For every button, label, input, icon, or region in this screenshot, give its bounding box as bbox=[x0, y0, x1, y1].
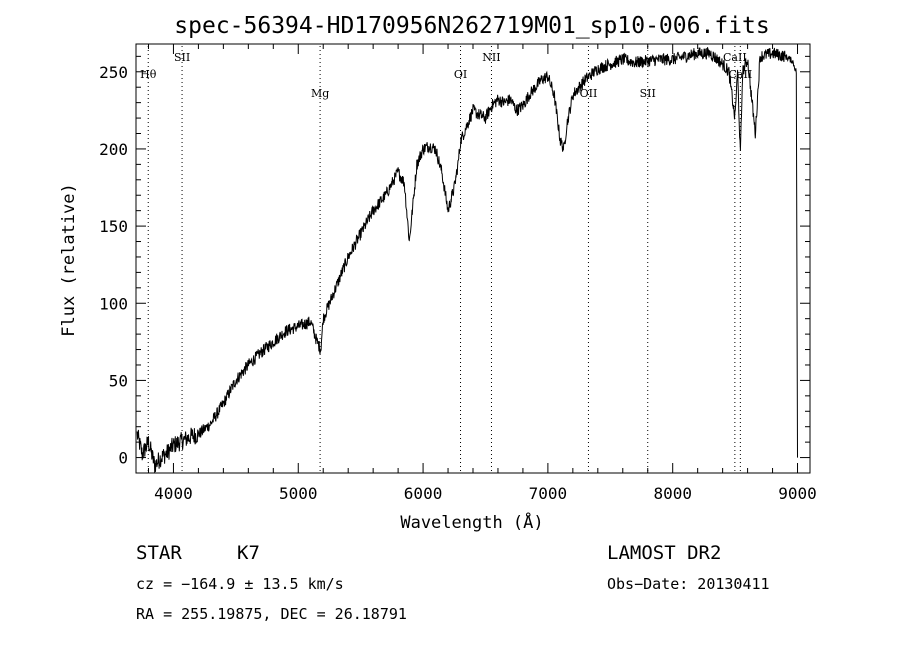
spectral-line-label: Mg bbox=[311, 87, 329, 100]
x-tick-label: 9000 bbox=[778, 484, 817, 503]
plot-frame bbox=[135, 43, 811, 474]
spectrum-line bbox=[136, 47, 798, 473]
observation-date: Obs−Date: 20130411 bbox=[607, 575, 770, 593]
spectral-line-label: OI bbox=[454, 68, 467, 81]
spectral-line-label: CaII bbox=[723, 51, 747, 64]
x-tick-label: 8000 bbox=[653, 484, 692, 503]
spectral-line-label: Hθ bbox=[140, 68, 157, 81]
spectral-line-label: NII bbox=[482, 51, 500, 64]
spectral-line-label: CaII bbox=[729, 68, 753, 81]
y-tick-label: 250 bbox=[99, 63, 128, 82]
y-tick-label: 0 bbox=[118, 449, 128, 468]
x-tick-label: 5000 bbox=[279, 484, 318, 503]
x-tick-label: 7000 bbox=[529, 484, 568, 503]
x-tick-label: 4000 bbox=[154, 484, 193, 503]
object-class: STAR bbox=[136, 542, 182, 564]
object-subclass: K7 bbox=[237, 542, 260, 564]
spectral-line-label: SII bbox=[640, 87, 656, 100]
y-tick-label: 100 bbox=[99, 294, 128, 313]
x-tick-label: 6000 bbox=[404, 484, 443, 503]
y-tick-label: 200 bbox=[99, 140, 128, 159]
y-axis-ticks: 0 50 100 150 200 250 bbox=[99, 55, 810, 474]
y-tick-label: 150 bbox=[99, 217, 128, 236]
coordinates: RA = 255.19875, DEC = 26.18791 bbox=[136, 605, 407, 623]
redshift-velocity: cz = −164.9 ± 13.5 km/s bbox=[136, 575, 344, 593]
spectral-line-label: SII bbox=[174, 51, 190, 64]
chart-title: spec-56394-HD170956N262719M01_sp10-006.f… bbox=[174, 13, 769, 39]
spectral-line-markers: Hθ SII Mg OI NII OII SII CaII CaII bbox=[140, 46, 752, 473]
survey-name: LAMOST DR2 bbox=[607, 542, 721, 564]
x-axis-ticks: 4000 5000 6000 7000 8000 9000 bbox=[147, 44, 817, 503]
y-tick-label: 50 bbox=[109, 371, 128, 390]
x-axis-label: Wavelength (Å) bbox=[400, 511, 543, 533]
spectral-line-label: OII bbox=[580, 87, 598, 100]
y-axis-label: Flux (relative) bbox=[59, 183, 79, 337]
